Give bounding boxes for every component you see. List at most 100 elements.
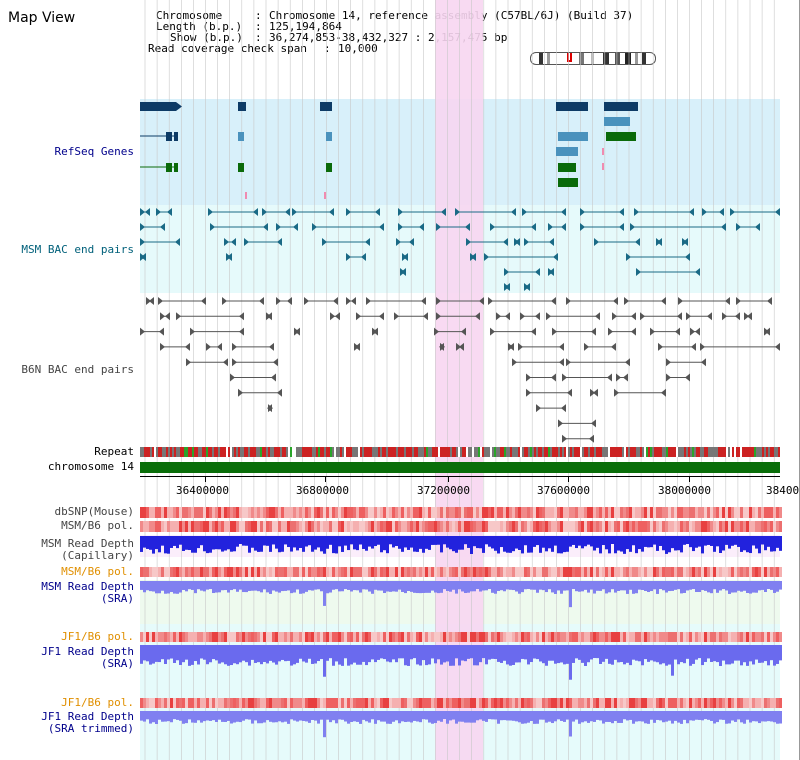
msm-b6-pol-cell	[749, 567, 752, 577]
jf1-b6-pol-cell	[224, 698, 227, 708]
msm-depth-capillary-bar	[407, 536, 410, 550]
dbsnp-cell	[455, 507, 458, 518]
msm-b6-pol-label[interactable]: MSM/B6 pol.	[61, 519, 134, 532]
msm-depth-sra-bar	[737, 581, 740, 591]
jf1-b6-pol-cell	[260, 698, 263, 708]
jf1-b6-pol-cell	[257, 632, 260, 642]
jf1-b6-pol-cell	[692, 632, 695, 642]
msm-depth-capillary-bar	[518, 536, 521, 550]
repeat-segment	[676, 447, 678, 457]
msm-bac-pair	[140, 223, 145, 231]
msm-depth-sra-bar	[470, 581, 473, 592]
jf1-b6-pol-cell	[389, 632, 392, 642]
jf1-depth-sra-bar	[470, 645, 473, 659]
jf1-b6-pol-cell	[542, 632, 545, 642]
msm-b6-pol-cell	[311, 567, 314, 577]
msm-b6-pol-cell	[290, 521, 293, 532]
dbsnp-cell	[380, 507, 383, 518]
msm-depth-sra-bar	[704, 581, 707, 591]
repeat-segment	[776, 447, 778, 457]
msm-b6-pol-cell	[515, 567, 518, 577]
repeat-segment	[422, 447, 424, 457]
dbsnp-cell	[344, 507, 347, 518]
jf1-depth-sra-bar	[680, 645, 683, 663]
msm-bac-label[interactable]: MSM BAC end pairs	[21, 243, 134, 256]
jf1-depth-trimmed-bar	[218, 711, 221, 720]
jf1-depth-sra-bar	[209, 645, 212, 663]
repeat-segment	[348, 447, 350, 457]
repeat-segment	[478, 447, 480, 457]
jf1-b6-pol-cell	[404, 632, 407, 642]
b6n-bac-pair	[366, 297, 371, 305]
msm-bac-pair	[263, 223, 268, 231]
jf1-depth-sra-label-1[interactable]: JF1 Read Depth	[41, 645, 134, 658]
msm-bac-pair	[403, 253, 408, 261]
jf1-depth-sra-bar	[515, 645, 518, 663]
msm-bac-pair	[524, 238, 529, 246]
msm-b6-pol-cell	[212, 567, 215, 577]
dbsnp-cell	[485, 507, 488, 518]
msm-depth-capillary-label-1[interactable]: MSM Read Depth	[41, 537, 134, 550]
repeat-segment	[720, 447, 722, 457]
jf1-b6-pol-cell	[731, 698, 734, 708]
msm-depth-sra-bar	[341, 581, 344, 592]
jf1-depth-trimmed-bar	[281, 711, 284, 723]
msm-depth-sra-bar	[143, 581, 146, 593]
jf1-depth-trimmed-bar	[473, 711, 476, 723]
msm-b6-pol-cell	[485, 567, 488, 577]
msm-depth-sra-label-1[interactable]: MSM Read Depth	[41, 580, 134, 593]
msm-depth-sra-bar	[179, 581, 182, 593]
jf1-depth-trimmed-bar	[197, 711, 200, 721]
jf1-b6-pol-label-2[interactable]: JF1/B6 pol.	[61, 696, 134, 709]
msm-depth-sra-bar	[425, 581, 428, 593]
b6n-bac-pair	[607, 373, 612, 382]
jf1-b6-pol-label[interactable]: JF1/B6 pol.	[61, 630, 134, 643]
jf1-b6-pol-cell	[716, 698, 719, 708]
msm-b6-pol-cell	[509, 521, 512, 532]
dbsnp-cell	[749, 507, 752, 518]
jf1-b6-pol-cell	[431, 698, 434, 708]
jf1-depth-trimmed-bar	[752, 711, 755, 722]
jf1-depth-trimmed-label-1[interactable]: JF1 Read Depth	[41, 710, 134, 723]
msm-b6-pol-cell	[584, 567, 587, 577]
b6n-bac-label[interactable]: B6N BAC end pairs	[21, 363, 134, 376]
jf1-b6-pol-cell	[305, 698, 308, 708]
msm-b6-pol-cell	[362, 567, 365, 577]
jf1-depth-sra-bar	[743, 645, 746, 663]
repeat-segment	[592, 447, 594, 457]
b6n-bac-pair	[551, 297, 556, 305]
msm-depth-sra-bar	[482, 581, 485, 591]
refseq-gene	[604, 117, 630, 126]
msm-bac-pair	[561, 223, 566, 231]
repeat-segment	[590, 447, 592, 457]
repeat-segment	[538, 447, 540, 457]
msm-b6-pol-cell	[665, 567, 668, 577]
jf1-b6-pol-cell	[242, 632, 245, 642]
jf1-depth-sra-bar	[329, 645, 332, 659]
msm-b6-pol-label-2[interactable]: MSM/B6 pol.	[61, 565, 134, 578]
msm-depth-sra-bar	[569, 581, 572, 608]
msm-b6-pol-cell	[527, 521, 530, 532]
msm-bac-pair	[141, 253, 146, 261]
dbsnp-cell	[521, 507, 524, 518]
jf1-depth-sra-bar	[482, 645, 485, 659]
repeat-segment	[338, 447, 340, 457]
msm-b6-pol-cell	[191, 521, 194, 532]
refseq-genes-label[interactable]: RefSeq Genes	[54, 145, 134, 158]
msm-b6-pol-cell	[521, 521, 524, 532]
msm-b6-pol-cell	[452, 567, 455, 577]
msm-b6-pol-cell	[767, 521, 770, 532]
dbsnp-cell	[458, 507, 461, 518]
msm-depth-sra-bar	[155, 581, 158, 594]
jf1-b6-pol-cell	[374, 698, 377, 708]
repeat-segment	[690, 447, 692, 457]
dbsnp-cell	[272, 507, 275, 518]
jf1-depth-trimmed-bar	[242, 711, 245, 721]
jf1-b6-pol-cell	[719, 632, 722, 642]
msm-b6-pol-cell	[605, 567, 608, 577]
msm-depth-sra-bar	[149, 581, 152, 592]
jf1-depth-trimmed-bar	[470, 711, 473, 723]
msm-b6-pol-cell	[539, 521, 542, 532]
dbsnp-label[interactable]: dbSNP(Mouse)	[54, 505, 134, 518]
